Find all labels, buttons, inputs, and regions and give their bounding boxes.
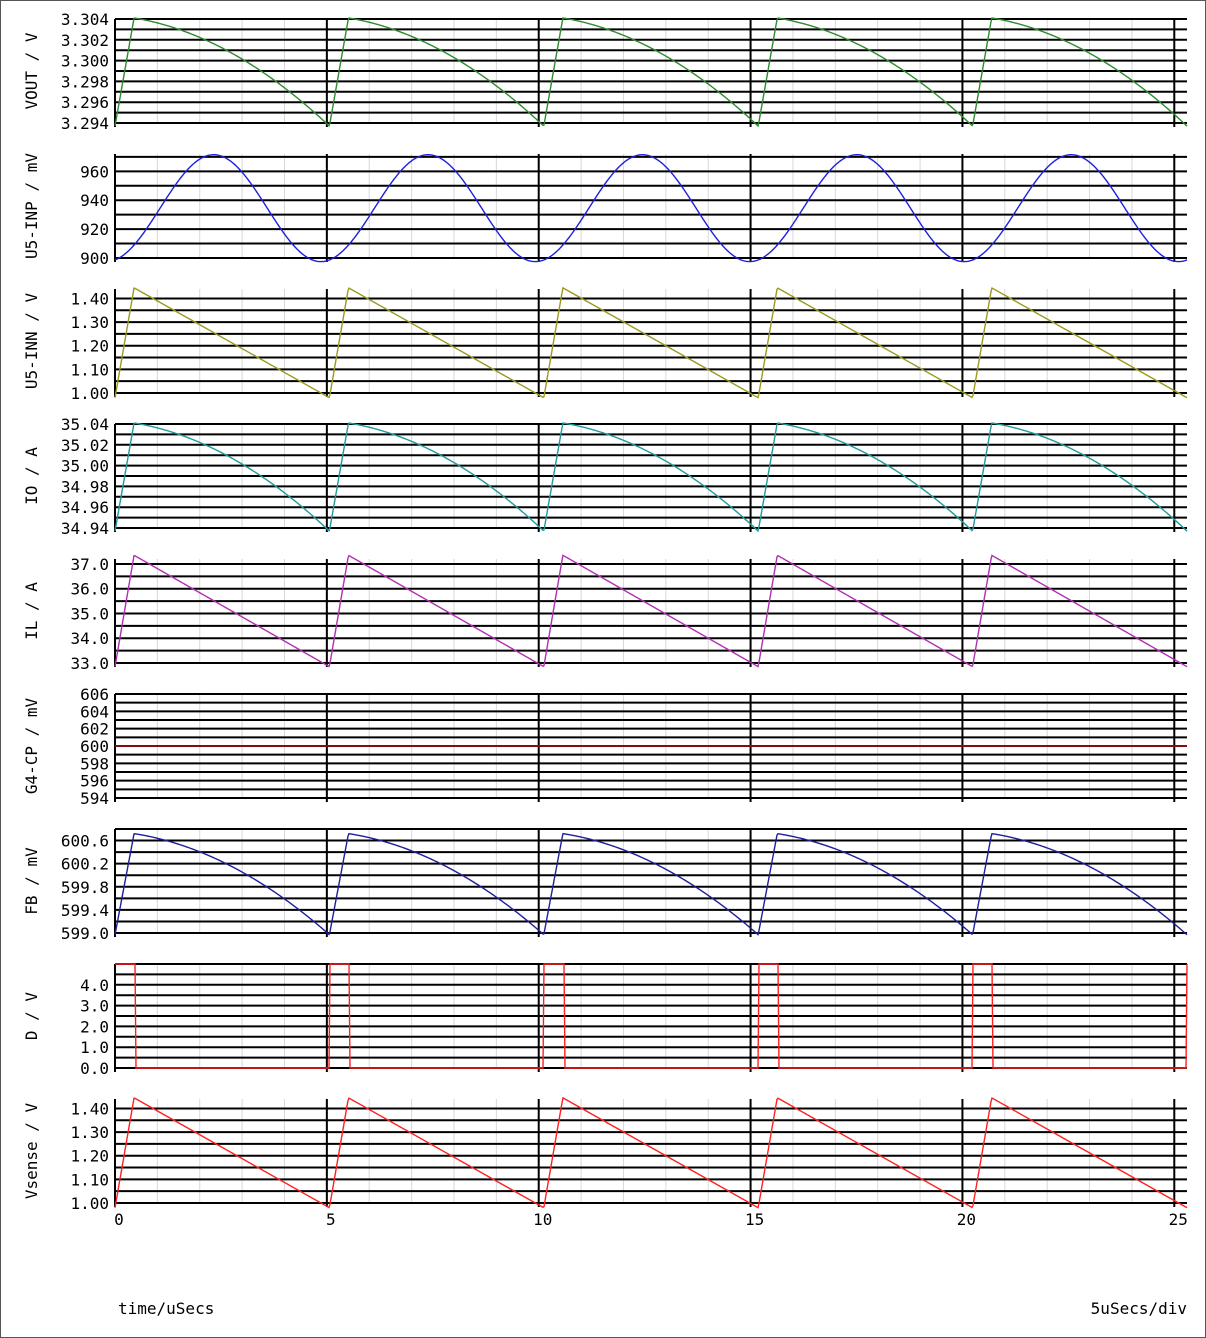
y-tick-label: 1.0	[80, 1038, 109, 1057]
y-tick-label: 3.302	[61, 31, 109, 50]
y-tick-label: 37.0	[70, 555, 109, 574]
y-tick-label: 35.0	[70, 604, 109, 623]
y-tick-label: 900	[80, 249, 109, 268]
y-tick-label: 1.10	[70, 360, 109, 379]
y-tick-label: 604	[80, 702, 109, 721]
y-tick-label: 599.4	[61, 901, 109, 920]
series-line-u5-inn	[114, 286, 1188, 399]
y-tick-label: 3.0	[80, 997, 109, 1016]
y-tick-label: 600.6	[61, 832, 109, 851]
series-line-d	[115, 963, 1188, 1069]
y-tick-label: 598	[80, 754, 109, 773]
y-tick-label: 33.0	[70, 654, 109, 673]
series-line-fb	[114, 832, 1188, 936]
x-tick-label: 5	[326, 1210, 336, 1229]
y-tick-label: 600.2	[61, 855, 109, 874]
series-line-vsense	[114, 1096, 1188, 1209]
y-axis-label: IO / A	[22, 447, 41, 505]
y-axis-label: U5-INN / V	[22, 292, 41, 389]
y-axis-label: Vsense / V	[22, 1102, 41, 1199]
y-tick-label: 920	[80, 220, 109, 239]
y-tick-label: 3.300	[61, 52, 109, 71]
x-tick-label: 20	[957, 1210, 976, 1229]
y-tick-label: 35.04	[61, 415, 109, 434]
y-tick-label: 3.296	[61, 93, 109, 112]
y-tick-label: 606	[80, 685, 109, 704]
x-tick-label: 25	[1169, 1210, 1188, 1229]
y-tick-label: 34.98	[61, 477, 109, 496]
y-tick-label: 599.8	[61, 878, 109, 897]
y-tick-label: 596	[80, 772, 109, 791]
y-tick-label: 4.0	[80, 976, 109, 995]
y-tick-label: 34.0	[70, 629, 109, 648]
y-axis-label: G4-CP / mV	[22, 697, 41, 794]
y-tick-label: 1.20	[70, 337, 109, 356]
series-line-vout	[114, 17, 1188, 128]
y-tick-label: 3.294	[61, 114, 109, 133]
series-line-u5-inp	[114, 154, 1188, 263]
time-scale-label: 5uSecs/div	[1090, 1299, 1187, 1318]
y-tick-label: 35.02	[61, 436, 109, 455]
y-tick-label: 1.40	[70, 289, 109, 308]
series-line-il	[114, 554, 1188, 668]
y-tick-label: 594	[80, 789, 109, 808]
y-tick-label: 1.30	[70, 313, 109, 332]
y-tick-label: 36.0	[70, 580, 109, 599]
y-tick-label: 1.30	[70, 1123, 109, 1142]
y-tick-label: 600	[80, 737, 109, 756]
y-tick-label: 1.00	[70, 1194, 109, 1213]
y-tick-label: 602	[80, 720, 109, 739]
y-axis-label: D / V	[22, 992, 41, 1041]
x-tick-label: 0	[114, 1210, 124, 1229]
y-tick-label: 0.0	[80, 1059, 109, 1078]
x-tick-label: 10	[533, 1210, 552, 1229]
y-tick-label: 960	[80, 162, 109, 181]
y-tick-label: 34.96	[61, 498, 109, 517]
y-tick-label: 1.40	[70, 1099, 109, 1118]
y-tick-label: 2.0	[80, 1017, 109, 1036]
x-axis-label: time/uSecs	[118, 1299, 215, 1318]
x-tick-label: 15	[745, 1210, 764, 1229]
y-axis-label: VOUT / V	[22, 32, 41, 109]
y-tick-label: 1.10	[70, 1170, 109, 1189]
y-tick-label: 3.304	[61, 10, 109, 29]
y-tick-label: 1.20	[70, 1147, 109, 1166]
y-axis-label: IL / A	[22, 582, 41, 640]
y-axis-label: FB / mV	[22, 847, 41, 915]
y-tick-label: 35.00	[61, 457, 109, 476]
y-tick-label: 940	[80, 191, 109, 210]
y-tick-label: 599.0	[61, 924, 109, 943]
y-tick-label: 34.94	[61, 519, 109, 538]
y-tick-label: 3.298	[61, 72, 109, 91]
y-tick-label: 1.00	[70, 384, 109, 403]
series-line-io	[114, 422, 1188, 533]
y-axis-label: U5-INP / mV	[22, 153, 41, 259]
